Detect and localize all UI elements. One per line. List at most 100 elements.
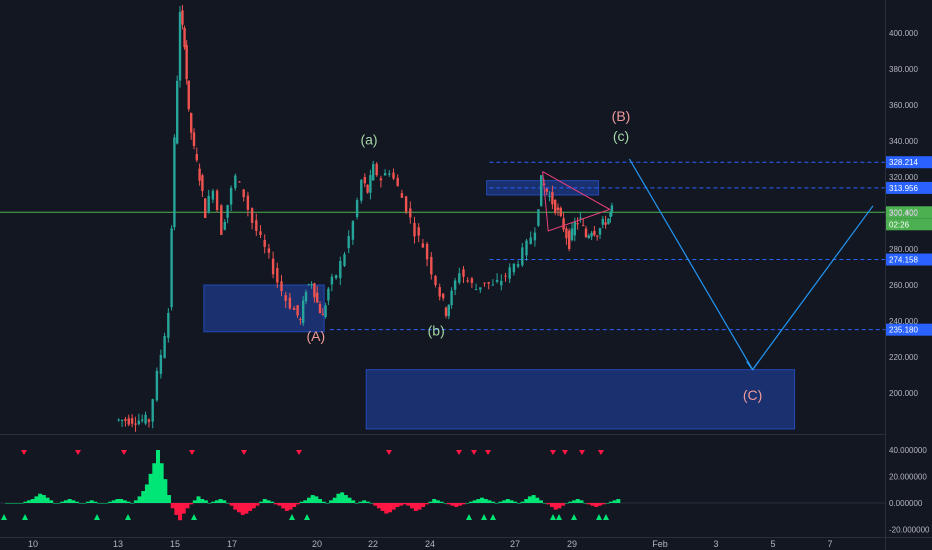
- osc-bar: [78, 503, 83, 504]
- candle-body: [409, 208, 412, 218]
- osc-bar: [568, 501, 573, 503]
- candle-body: [425, 243, 429, 260]
- x-tick-5: 22: [368, 539, 378, 549]
- osc-bar: [329, 500, 334, 503]
- sell-signal-marker: [296, 450, 302, 455]
- osc-bar: [5, 503, 9, 504]
- buy-signal-marker: [550, 514, 556, 520]
- candle-body: [596, 235, 599, 237]
- osc-bar: [251, 503, 256, 509]
- osc-bar: [284, 503, 289, 511]
- candle-body: [462, 269, 465, 277]
- candle-body: [500, 280, 503, 286]
- osc-bar: [480, 497, 485, 503]
- osc-y-tick-0: 40.000000: [889, 446, 927, 455]
- sell-signal-marker: [75, 450, 81, 455]
- candle-body: [444, 307, 448, 316]
- osc-bar: [586, 503, 591, 505]
- candle-body: [215, 190, 219, 211]
- x-tick-3: 17: [227, 539, 237, 549]
- osc-bar: [27, 500, 32, 503]
- level-tag-3: [886, 253, 932, 266]
- buy-signal-marker: [289, 514, 295, 520]
- osc-bar: [167, 495, 172, 503]
- osc-bar: [273, 503, 278, 505]
- buy-signal-marker: [596, 514, 602, 520]
- candle-body: [512, 263, 516, 273]
- candle-body: [559, 207, 562, 216]
- candle-body: [479, 287, 482, 290]
- candles: [117, 5, 614, 432]
- osc-bar: [546, 503, 551, 505]
- osc-bar: [52, 503, 57, 504]
- osc-bar: [310, 495, 315, 503]
- osc-y-tick-2: 0.000000: [889, 499, 923, 508]
- candle-body: [584, 228, 588, 238]
- osc-bar: [34, 496, 39, 503]
- candle-body: [434, 275, 437, 286]
- candle-body: [598, 228, 602, 235]
- level-tag-2: [886, 206, 932, 219]
- candle-body: [570, 228, 574, 241]
- osc-bar: [104, 503, 109, 504]
- candle-body: [521, 247, 524, 266]
- osc-bar: [255, 503, 260, 506]
- osc-bar: [71, 500, 76, 503]
- candle-body: [304, 292, 308, 302]
- candle-body: [220, 205, 223, 235]
- candle-body: [173, 137, 176, 228]
- candle-body: [383, 173, 387, 176]
- candle-body: [263, 240, 266, 247]
- candle-body: [351, 221, 355, 240]
- osc-bar: [354, 503, 359, 504]
- candle-body: [130, 418, 134, 424]
- candle-body: [483, 282, 486, 284]
- candle-body: [201, 175, 204, 192]
- candle-body: [195, 154, 198, 161]
- osc-bar: [229, 503, 234, 506]
- osc-y-tick-1: 20.000000: [889, 473, 927, 482]
- candle-body: [147, 419, 151, 422]
- osc-bar: [601, 503, 606, 505]
- osc-bar: [446, 503, 451, 505]
- osc-bar: [200, 499, 205, 503]
- candle-body: [347, 236, 350, 249]
- osc-bar: [476, 499, 481, 503]
- osc-bar: [196, 496, 201, 503]
- osc-bar: [583, 503, 588, 504]
- candle-body: [127, 418, 130, 425]
- candle-body: [176, 80, 179, 144]
- candle-body: [330, 276, 334, 285]
- osc-bar: [141, 491, 146, 503]
- osc-bar: [225, 503, 230, 504]
- osc-bar: [214, 500, 219, 503]
- osc-bar: [237, 503, 241, 513]
- osc-bar: [402, 503, 407, 505]
- osc-bar: [561, 503, 566, 506]
- osc-bar: [413, 503, 418, 511]
- osc-bar: [19, 503, 24, 504]
- candle-body: [545, 188, 548, 192]
- x-tick-10: 3: [713, 539, 718, 549]
- osc-bar: [498, 501, 503, 503]
- osc-bar: [74, 501, 79, 503]
- candle-body: [163, 335, 166, 358]
- candle-body: [310, 284, 313, 286]
- osc-bar: [435, 500, 440, 503]
- osc-bar: [590, 503, 595, 506]
- x-tick-0: 10: [28, 539, 38, 549]
- candle-body: [413, 222, 416, 237]
- osc-bar: [115, 499, 120, 503]
- osc-bar: [564, 503, 569, 504]
- projection-line-2: [752, 205, 874, 370]
- osc-bar: [384, 503, 389, 514]
- osc-bar: [395, 503, 400, 507]
- osc-bar: [557, 503, 562, 509]
- osc-bar: [56, 503, 61, 504]
- osc-bar: [233, 503, 238, 510]
- sell-signal-marker: [121, 450, 127, 455]
- candle-body: [299, 319, 302, 321]
- osc-bar: [277, 503, 282, 506]
- osc-bar: [30, 499, 35, 503]
